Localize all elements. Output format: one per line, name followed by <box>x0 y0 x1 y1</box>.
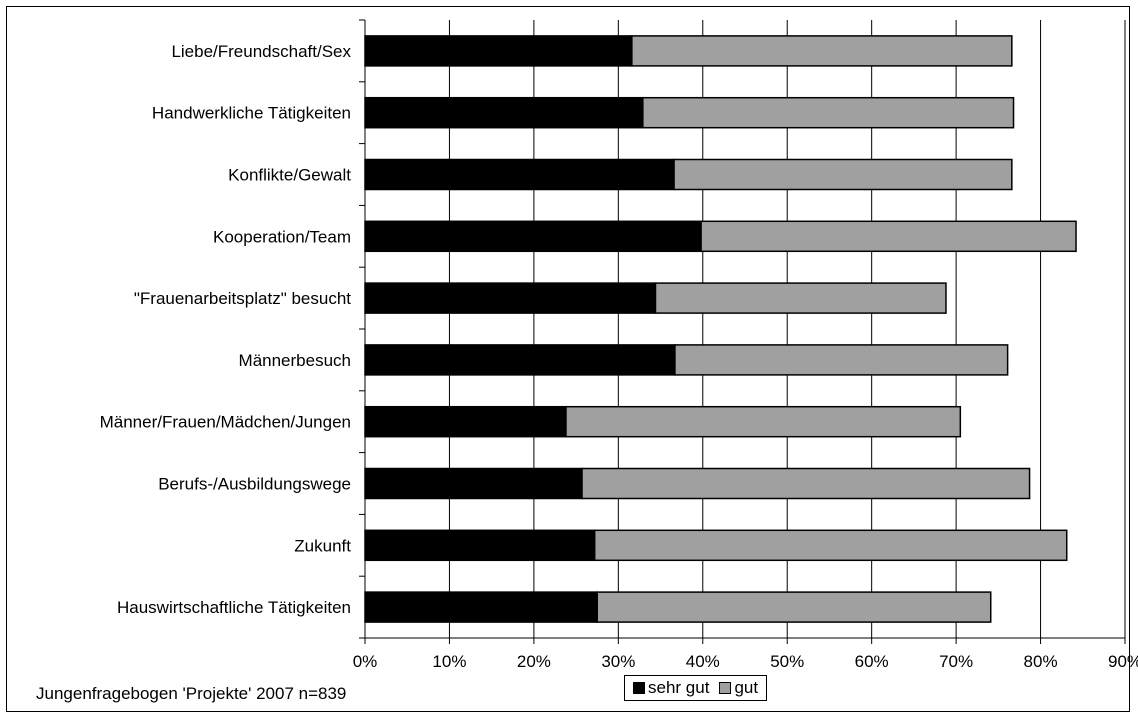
category-label: Männer/Frauen/Mädchen/Jungen <box>100 413 351 432</box>
axes <box>359 19 1126 644</box>
category-label: Männerbesuch <box>239 351 351 370</box>
bar-sehr-gut <box>364 529 596 562</box>
x-tick-label: 10% <box>432 652 466 671</box>
x-tick-label: 20% <box>517 652 551 671</box>
x-tick-label: 80% <box>1024 652 1058 671</box>
x-tick-label: 60% <box>855 652 889 671</box>
category-label: Zukunft <box>294 536 351 555</box>
legend-label: gut <box>734 678 759 697</box>
category-label: Handwerkliche Tätigkeiten <box>152 104 351 123</box>
legend: sehr gut gut <box>624 675 768 701</box>
bar-gut <box>596 591 992 623</box>
legend-swatch <box>719 682 732 694</box>
bar-sehr-gut <box>364 467 583 500</box>
bar-gut <box>674 344 1009 376</box>
bar-sehr-gut <box>364 344 676 376</box>
bar-gut <box>593 529 1068 562</box>
bar-gut <box>700 220 1077 253</box>
legend-entry: sehr gut <box>633 678 709 698</box>
bar-sehr-gut <box>364 282 657 314</box>
category-label: Liebe/Freundschaft/Sex <box>171 42 351 61</box>
x-tick-label: 90% <box>1108 652 1138 671</box>
x-tick-label: 50% <box>770 652 804 671</box>
bar-gut <box>642 96 1015 129</box>
category-label: Konflikte/Gewalt <box>228 166 351 185</box>
source-note: Jungenfragebogen 'Projekte' 2007 n=839 <box>36 684 347 703</box>
bar-sehr-gut <box>364 591 598 623</box>
bar-gut <box>565 405 962 438</box>
labels: 0% 10% 20% 30% 40% 50% 60% 70% 80% 90% Liebe/Freun… <box>100 42 1138 671</box>
category-label: Hauswirtschaftliche Tätigkeiten <box>117 598 351 617</box>
bar-sehr-gut <box>364 158 675 191</box>
category-label: "Frauenarbeitsplatz" besucht <box>134 289 351 308</box>
bar-gut <box>581 467 1031 500</box>
x-tick-label: 40% <box>686 652 720 671</box>
category-label: Berufs-/Ausbildungswege <box>158 475 351 494</box>
bar-gut <box>654 282 947 314</box>
x-tick-label: 70% <box>939 652 973 671</box>
bar-sehr-gut <box>364 220 702 253</box>
bars <box>364 35 1077 623</box>
legend-entry: gut <box>719 678 758 698</box>
legend-swatch <box>633 682 645 694</box>
x-tick-label: 0% <box>353 652 378 671</box>
bar-sehr-gut <box>364 405 567 438</box>
bar-sehr-gut <box>364 35 633 67</box>
legend-label: sehr gut <box>648 678 710 697</box>
bar-sehr-gut <box>364 96 644 129</box>
x-tick-label: 30% <box>601 652 635 671</box>
category-label: Kooperation/Team <box>213 227 351 246</box>
bar-gut <box>673 158 1013 191</box>
bar-gut <box>631 35 1013 67</box>
